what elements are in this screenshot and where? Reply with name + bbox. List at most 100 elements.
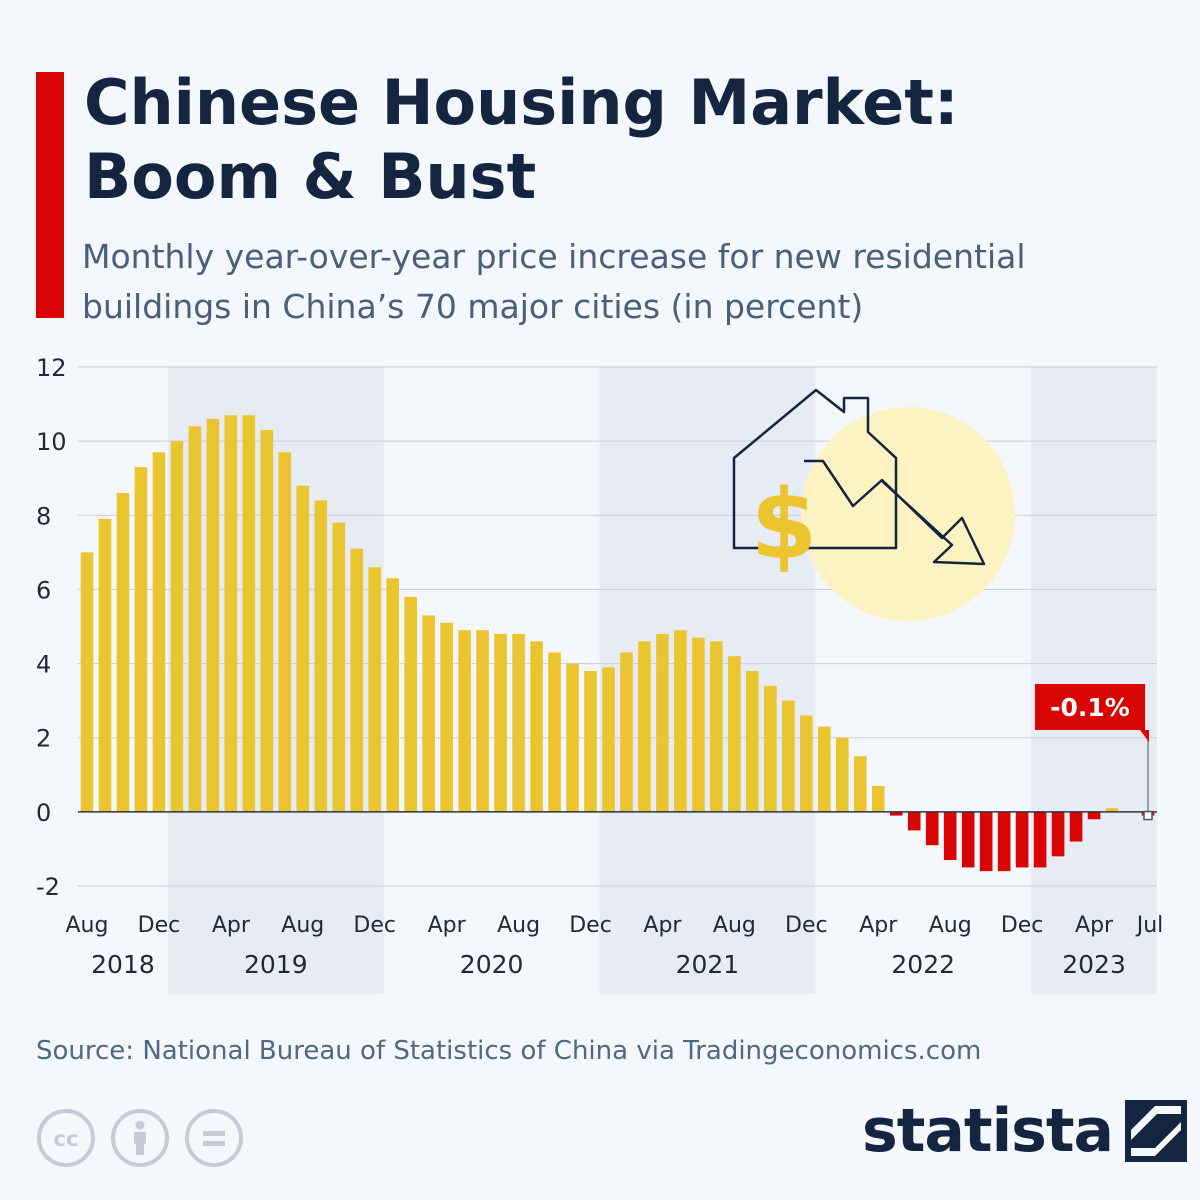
bar-apr-2023 — [1087, 811, 1101, 820]
bar-apr-2019 — [224, 415, 238, 812]
bar-jan-2020 — [386, 578, 400, 812]
callout-pointer — [1140, 730, 1150, 742]
bar-dec-2021 — [800, 715, 813, 812]
bar-sep-2020 — [530, 641, 543, 812]
x-tick-label: Aug — [66, 913, 109, 938]
x-tick-label: Aug — [281, 913, 324, 938]
bar-jan-2021 — [602, 667, 615, 812]
bar-mar-2022 — [853, 756, 867, 812]
bar-sep-2018 — [98, 518, 112, 812]
x-tick-label: Dec — [785, 913, 828, 938]
bar-may-2022 — [889, 811, 903, 816]
statista-mark-icon — [1125, 1100, 1188, 1162]
x-tick-label: Apr — [859, 913, 898, 938]
brand-wordmark: statista — [862, 1096, 1114, 1166]
house-outline — [732, 388, 898, 550]
x-tick-label: Apr — [212, 913, 251, 938]
bar-jul-2021 — [710, 641, 723, 812]
bar-mar-2023 — [1069, 811, 1083, 842]
bar-sep-2021 — [746, 670, 759, 812]
bars — [80, 415, 1155, 872]
bar-jul-2022 — [925, 811, 939, 846]
sun-circle — [801, 407, 1015, 621]
y-tick-label: 2 — [36, 725, 51, 753]
bar-apr-2021 — [656, 633, 669, 812]
bar-jul-2020 — [494, 633, 507, 812]
bar-aug-2019 — [296, 485, 310, 812]
year-label-2020: 2020 — [460, 950, 524, 979]
callout-marker — [1143, 810, 1153, 821]
year-band-2021 — [599, 367, 816, 994]
bar-aug-2022 — [943, 811, 957, 861]
bar-nov-2020 — [566, 663, 579, 812]
title-accent-bar — [36, 72, 64, 318]
x-tick-label: Jul — [1135, 913, 1164, 938]
year-band-2023 — [1031, 367, 1157, 994]
bar-nov-2019 — [350, 548, 364, 812]
year-label-2022: 2022 — [891, 950, 955, 979]
bar-feb-2021 — [620, 652, 633, 812]
year-label-2023: 2023 — [1062, 950, 1126, 979]
value-callout: -0.1% — [1035, 684, 1153, 821]
bar-jan-2019 — [170, 441, 184, 812]
x-tick-label: Dec — [353, 913, 396, 938]
year-label-2021: 2021 — [676, 950, 740, 979]
page-subtitle: Monthly year-over-year price increase fo… — [82, 237, 1026, 326]
x-tick-label: Apr — [428, 913, 467, 938]
y-tick-label: 0 — [36, 799, 51, 827]
statista-logo[interactable]: statista — [862, 1096, 1188, 1166]
source-note: Source: National Bureau of Statistics of… — [36, 1036, 982, 1066]
bar-may-2019 — [242, 415, 256, 812]
bar-dec-2020 — [584, 670, 597, 812]
bar-dec-2019 — [368, 567, 382, 812]
down-trend-arrow — [804, 459, 986, 566]
x-tick-label: Dec — [1001, 913, 1044, 938]
bar-oct-2021 — [764, 685, 777, 812]
bar-jul-2019 — [278, 452, 292, 812]
bar-feb-2019 — [188, 426, 202, 812]
callout-box — [1035, 684, 1146, 730]
year-bands — [167, 367, 1157, 994]
bar-nov-2021 — [782, 700, 795, 812]
y-tick-label: 12 — [36, 354, 67, 382]
x-tick-label: Apr — [643, 913, 682, 938]
bar-may-2020 — [458, 630, 471, 812]
bar-jun-2020 — [476, 630, 489, 812]
bar-feb-2020 — [404, 596, 417, 812]
bar-oct-2018 — [116, 493, 130, 812]
x-axis-month-labels: Aug Dec Apr Aug Dec Apr Aug Dec Apr Aug Dec Apr Aug D… — [66, 913, 1164, 938]
bar-jan-2023 — [1033, 811, 1047, 868]
callout-label: -0.1% — [1050, 693, 1130, 722]
bar-aug-2020 — [512, 633, 525, 812]
x-tick-label: Aug — [929, 913, 972, 938]
y-tick-label: 6 — [36, 576, 51, 604]
bar-oct-2020 — [548, 652, 561, 812]
bar-jan-2022 — [818, 726, 831, 812]
x-tick-label: Aug — [713, 913, 756, 938]
bar-feb-2022 — [835, 737, 849, 812]
license-icons: cc — [36, 1108, 244, 1168]
bar-jun-2022 — [907, 811, 921, 831]
x-tick-label: Aug — [497, 913, 540, 938]
bar-aug-2018 — [80, 552, 94, 812]
bar-mar-2019 — [206, 418, 220, 812]
x-axis-year-labels: 2018 2019 2020 2021 2022 2023 — [91, 950, 1126, 979]
bar-oct-2022 — [979, 811, 993, 872]
dollar-sign-icon: $ — [751, 469, 818, 581]
x-tick-label: Dec — [569, 913, 612, 938]
bar-feb-2023 — [1051, 811, 1065, 857]
cc-icon: cc — [37, 1109, 95, 1167]
attribution-icon — [111, 1109, 169, 1167]
falling-house-price-illustration: $ — [732, 388, 1015, 621]
y-tick-label: 8 — [36, 502, 51, 530]
x-tick-label: Apr — [1075, 913, 1114, 938]
bar-aug-2021 — [728, 656, 741, 812]
x-tick-label: Dec — [138, 913, 181, 938]
y-tick-label: 10 — [36, 428, 67, 456]
bar-dec-2018 — [152, 452, 166, 812]
svg-text:cc: cc — [54, 1127, 79, 1151]
bar-dec-2022 — [1015, 811, 1029, 868]
bar-apr-2020 — [440, 622, 453, 812]
